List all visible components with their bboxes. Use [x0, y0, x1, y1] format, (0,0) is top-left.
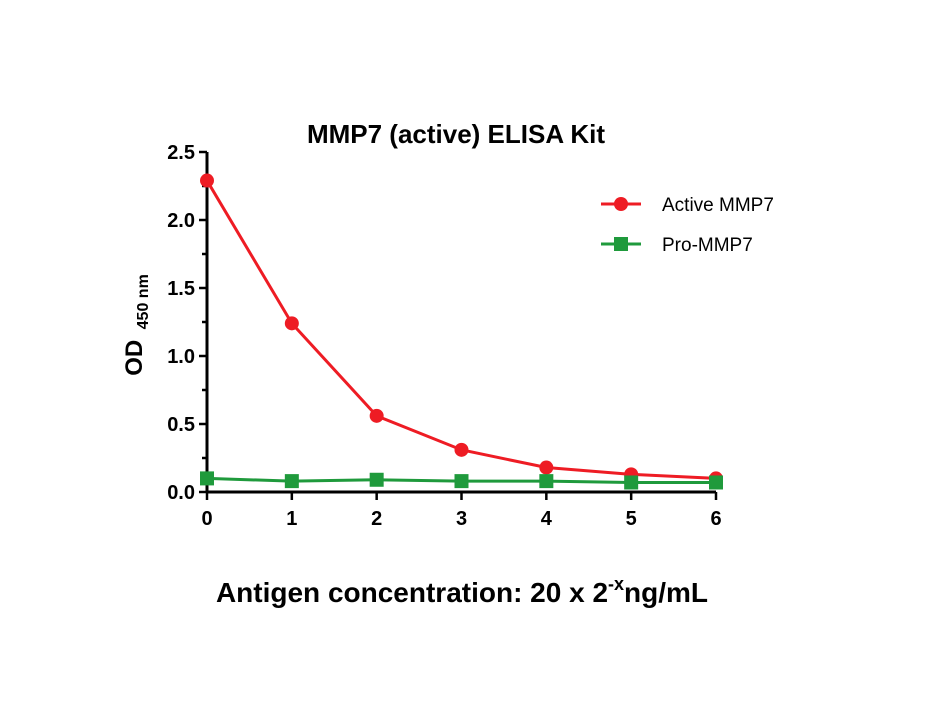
x-tick-label: 1	[286, 508, 297, 530]
x-axis-label-suffix: ng/mL	[624, 577, 708, 608]
data-point-pro-mmp7	[284, 474, 299, 489]
y-axis-ticks: 0.0 0.5 1.0 1.5 2.0 2.5	[167, 142, 207, 504]
x-axis-label: Antigen concentration: 20 x 2-xng/mL	[216, 574, 708, 608]
y-tick-label: 0.0	[167, 482, 195, 504]
legend-label-active-mmp7: Active MMP7	[662, 195, 774, 216]
data-point-pro-mmp7	[369, 472, 384, 487]
data-point-pro-mmp7	[200, 471, 214, 486]
y-tick-label: 2.5	[167, 142, 195, 164]
y-axis-label: OD 450 nm	[121, 274, 152, 376]
legend: Active MMP7 Pro-MMP7	[601, 195, 774, 256]
x-axis-label-superscript: -x	[608, 574, 624, 594]
y-tick-label: 1.5	[167, 278, 195, 300]
data-point-active-mmp7	[284, 316, 299, 331]
data-point-active-mmp7	[369, 408, 384, 423]
data-point-pro-mmp7	[709, 475, 723, 490]
legend-marker-active-mmp7	[614, 197, 628, 211]
y-axis-label-subscript: 450 nm	[135, 274, 152, 329]
legend-label-pro-mmp7: Pro-MMP7	[662, 235, 753, 256]
series-pro-mmp7	[200, 471, 723, 490]
data-point-pro-mmp7	[624, 475, 639, 490]
data-point-pro-mmp7	[454, 474, 469, 489]
legend-item-pro-mmp7: Pro-MMP7	[601, 235, 753, 256]
series-line-active-mmp7	[205, 179, 717, 480]
data-point-active-mmp7	[454, 442, 469, 457]
series-active-mmp7	[200, 173, 723, 486]
y-tick-label: 0.5	[167, 414, 195, 436]
data-point-active-mmp7	[539, 460, 554, 475]
x-axis-label-main: Antigen concentration: 20 x 2	[216, 577, 608, 608]
x-tick-label: 3	[456, 508, 467, 530]
svg-text:OD 450 nm: OD 450 nm	[121, 274, 152, 376]
x-tick-label: 0	[201, 508, 212, 530]
x-tick-label: 2	[371, 508, 382, 530]
y-axis-label-main: OD	[121, 340, 148, 376]
series-layer	[200, 173, 723, 490]
y-tick-label: 1.0	[167, 346, 195, 368]
legend-item-active-mmp7: Active MMP7	[601, 195, 774, 216]
data-point-pro-mmp7	[539, 474, 554, 489]
x-tick-label: 4	[541, 508, 553, 530]
y-tick-label: 2.0	[167, 210, 195, 232]
x-tick-label: 5	[626, 508, 637, 530]
x-axis-ticks: 0 1 2 3 4 5 6	[201, 492, 722, 530]
x-tick-label: 6	[710, 508, 721, 530]
data-point-active-mmp7	[200, 173, 214, 188]
legend-marker-pro-mmp7	[614, 237, 628, 251]
chart-title: MMP7 (active) ELISA Kit	[307, 119, 605, 149]
